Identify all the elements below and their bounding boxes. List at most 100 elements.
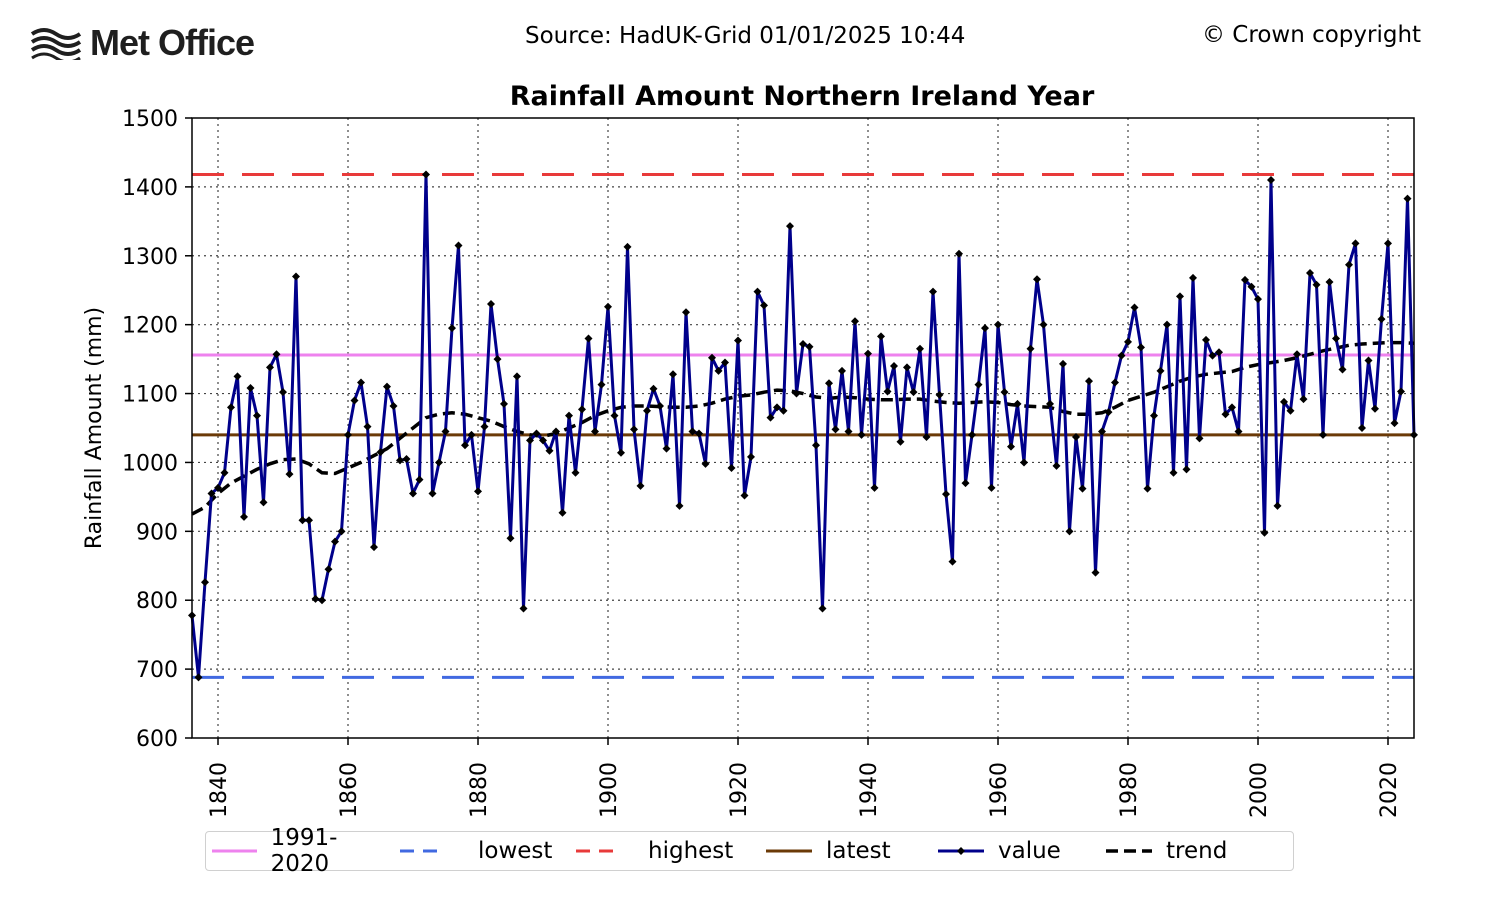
value-point bbox=[643, 406, 651, 415]
legend-label-trend: trend bbox=[1166, 838, 1228, 864]
legend-swatch-latest bbox=[766, 849, 812, 853]
value-point bbox=[1143, 484, 1152, 493]
value-point bbox=[1319, 430, 1327, 439]
x-tick-label: 1940 bbox=[857, 762, 882, 818]
value-point bbox=[1273, 501, 1282, 510]
value-point bbox=[994, 320, 1002, 329]
value-point bbox=[753, 287, 762, 296]
value-point bbox=[311, 594, 320, 603]
value-point bbox=[955, 249, 963, 258]
value-point bbox=[1163, 320, 1171, 329]
legend-swatch-trend bbox=[1106, 849, 1152, 853]
legend-item-highest: highest bbox=[564, 838, 766, 864]
value-point bbox=[493, 355, 502, 364]
value-point bbox=[870, 483, 879, 492]
value-point bbox=[1189, 273, 1197, 282]
value-point bbox=[948, 557, 957, 566]
value-point bbox=[623, 242, 632, 251]
value-point bbox=[1098, 427, 1106, 436]
value-point bbox=[1280, 397, 1288, 406]
value-point bbox=[1371, 404, 1379, 413]
value-point bbox=[1260, 528, 1269, 537]
value-point bbox=[1091, 568, 1100, 577]
value-point bbox=[402, 455, 411, 463]
value-point bbox=[1059, 359, 1067, 368]
value-point bbox=[233, 372, 242, 381]
value-point bbox=[324, 565, 333, 574]
value-point bbox=[610, 411, 619, 420]
value-point bbox=[415, 475, 424, 484]
x-tick-label: 1840 bbox=[207, 762, 232, 818]
value-point bbox=[597, 380, 606, 389]
value-point bbox=[389, 401, 398, 410]
value-point bbox=[838, 366, 846, 375]
y-tick-label: 1300 bbox=[122, 245, 178, 270]
value-point bbox=[805, 342, 814, 351]
legend-label-latest: latest bbox=[826, 838, 891, 864]
value-point bbox=[675, 501, 684, 510]
value-point bbox=[981, 324, 989, 333]
value-point bbox=[812, 441, 820, 450]
value-point bbox=[318, 596, 326, 605]
value-point bbox=[818, 604, 827, 613]
value-point bbox=[1332, 334, 1340, 343]
value-point bbox=[779, 406, 788, 415]
value-point bbox=[1156, 366, 1165, 375]
value-point bbox=[558, 508, 567, 517]
value-point bbox=[363, 422, 372, 431]
value-point bbox=[441, 427, 450, 436]
legend-swatch-highest bbox=[576, 849, 622, 853]
legend-item-trend: trend bbox=[1106, 838, 1236, 864]
value-point bbox=[1085, 377, 1093, 386]
value-point bbox=[519, 604, 528, 613]
value-point bbox=[695, 429, 703, 438]
value-point bbox=[831, 425, 840, 434]
value-point bbox=[896, 437, 905, 446]
trend-series-line bbox=[191, 340, 1415, 516]
value-point bbox=[656, 401, 664, 410]
value-point bbox=[630, 425, 638, 434]
value-point bbox=[1072, 432, 1080, 441]
legend-item-value: value bbox=[938, 838, 1106, 864]
value-point bbox=[435, 458, 443, 467]
legend-swatch-normal bbox=[212, 849, 257, 853]
x-tick-label: 2020 bbox=[1377, 762, 1402, 818]
value-point bbox=[1254, 295, 1262, 304]
value-point bbox=[467, 430, 476, 439]
value-point bbox=[357, 378, 365, 387]
value-point bbox=[766, 413, 775, 422]
x-tick-label: 2000 bbox=[1247, 762, 1272, 818]
value-point bbox=[1293, 350, 1301, 359]
value-point bbox=[792, 389, 801, 398]
y-tick-label: 800 bbox=[136, 589, 178, 614]
chart-title: Rainfall Amount Northern Ireland Year bbox=[510, 81, 1095, 112]
value-point bbox=[708, 353, 716, 362]
y-tick-label: 1400 bbox=[122, 176, 178, 201]
value-point bbox=[740, 491, 749, 500]
value-point bbox=[1182, 465, 1191, 474]
value-point bbox=[422, 170, 430, 179]
value-point bbox=[1124, 337, 1132, 346]
legend-label-lowest: lowest bbox=[478, 838, 553, 864]
value-point bbox=[890, 362, 898, 370]
value-point bbox=[857, 430, 866, 439]
logo-text: Met Office bbox=[90, 22, 255, 63]
y-tick-label: 900 bbox=[136, 520, 178, 545]
value-point bbox=[1039, 320, 1048, 329]
legend-label-value: value bbox=[998, 838, 1061, 864]
value-point bbox=[662, 444, 671, 453]
value-point bbox=[1208, 351, 1217, 360]
value-point bbox=[1052, 461, 1061, 470]
value-point bbox=[565, 411, 573, 420]
value-point bbox=[903, 363, 911, 372]
value-point bbox=[669, 370, 677, 379]
source-label: Source: HadUK-Grid 01/01/2025 10:44 bbox=[525, 23, 966, 49]
value-point bbox=[727, 463, 736, 472]
value-point bbox=[1221, 410, 1230, 419]
value-point bbox=[1104, 408, 1113, 417]
value-point bbox=[584, 334, 593, 343]
value-point bbox=[1046, 399, 1054, 408]
copyright-label: © Crown copyright bbox=[1202, 22, 1422, 48]
value-point bbox=[1377, 315, 1386, 324]
y-tick-label: 1100 bbox=[122, 383, 178, 408]
